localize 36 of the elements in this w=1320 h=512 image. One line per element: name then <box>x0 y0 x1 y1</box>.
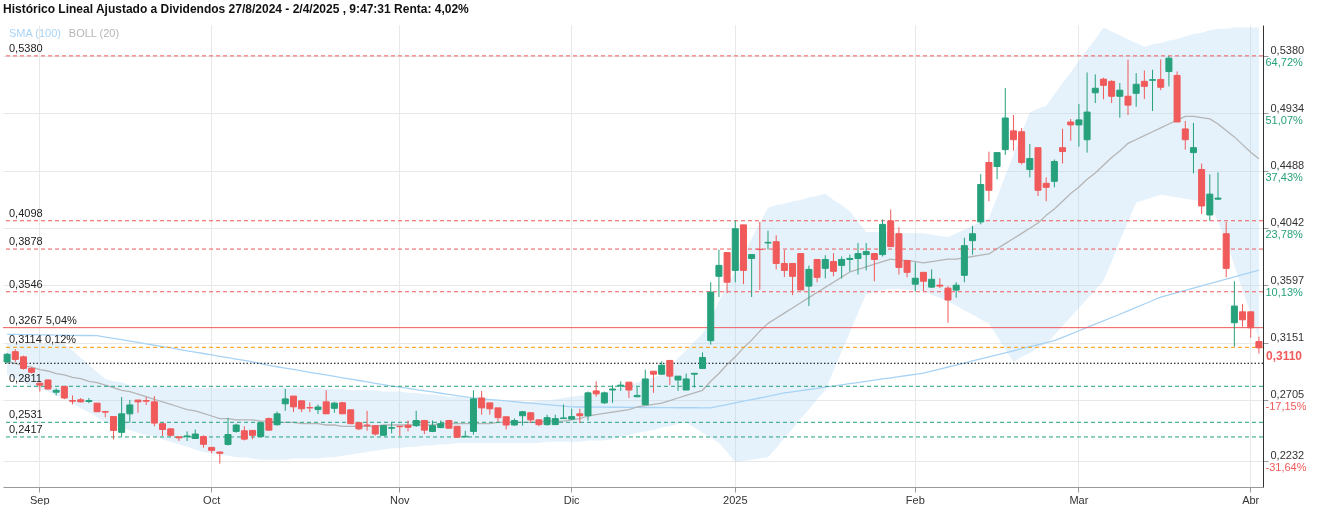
ref-line-label: 0,2811 <box>9 372 42 385</box>
y-tick-label: 0,4042 <box>1270 216 1305 229</box>
ref-line-label: 0,5380 <box>9 41 43 54</box>
x-tick-label: Sep <box>30 493 50 506</box>
x-tick-label: Feb <box>905 493 925 506</box>
x-tick-label: Abr <box>1242 493 1260 506</box>
x-tick-label: 2025 <box>723 493 748 506</box>
ref-line-label: 0,3114 0,12% <box>9 333 77 346</box>
ref-line-label: 0,3546 <box>9 277 43 290</box>
y2-tick-label: 37,43% <box>1265 171 1304 184</box>
y2-tick-label: 51,07% <box>1265 113 1304 126</box>
y-tick-label: 0,2705 <box>1270 388 1305 401</box>
ref-line-label: 0,3267 5,04% <box>9 313 78 326</box>
y-tick-label: 0,4934 <box>1270 101 1305 114</box>
x-tick-label: Mar <box>1069 493 1089 506</box>
y-tick-label: 0,3151 <box>1270 331 1305 344</box>
y-tick-label: 0,4488 <box>1270 159 1305 172</box>
text: BOLL (20) <box>68 27 120 39</box>
y2-tick-label: 64,72% <box>1265 56 1304 69</box>
x-tick-label: Oct <box>203 493 221 506</box>
ref-line-label: 0,4098 <box>9 206 43 219</box>
y2-tick-label: 23,78% <box>1265 228 1304 241</box>
ref-line-label: 0,2417 <box>9 422 43 435</box>
chart-title: Histórico Lineal Ajustado a Dividendos 27/8/2024 - 2/4/2025 , 9:47:31 Renta: 4,02% <box>3 2 470 17</box>
y2-tick-label: -31,64% <box>1265 461 1307 474</box>
text: SMA (100) <box>9 27 61 39</box>
y-tick-label: 0,3597 <box>1270 273 1305 286</box>
ref-line-label: 0,3878 <box>9 235 43 248</box>
x-tick-label: Dic <box>563 493 581 506</box>
y2-tick-label: -17,15% <box>1265 400 1307 413</box>
y2-tick-label: 10,13% <box>1265 285 1304 298</box>
ref-line-label: 0,2531 <box>9 408 43 421</box>
text: 0,3110 <box>1266 348 1303 363</box>
y-tick-label: 0,5380 <box>1270 44 1305 57</box>
y-tick-label: 0,2232 <box>1270 449 1305 462</box>
x-tick-label: Nov <box>390 493 411 506</box>
